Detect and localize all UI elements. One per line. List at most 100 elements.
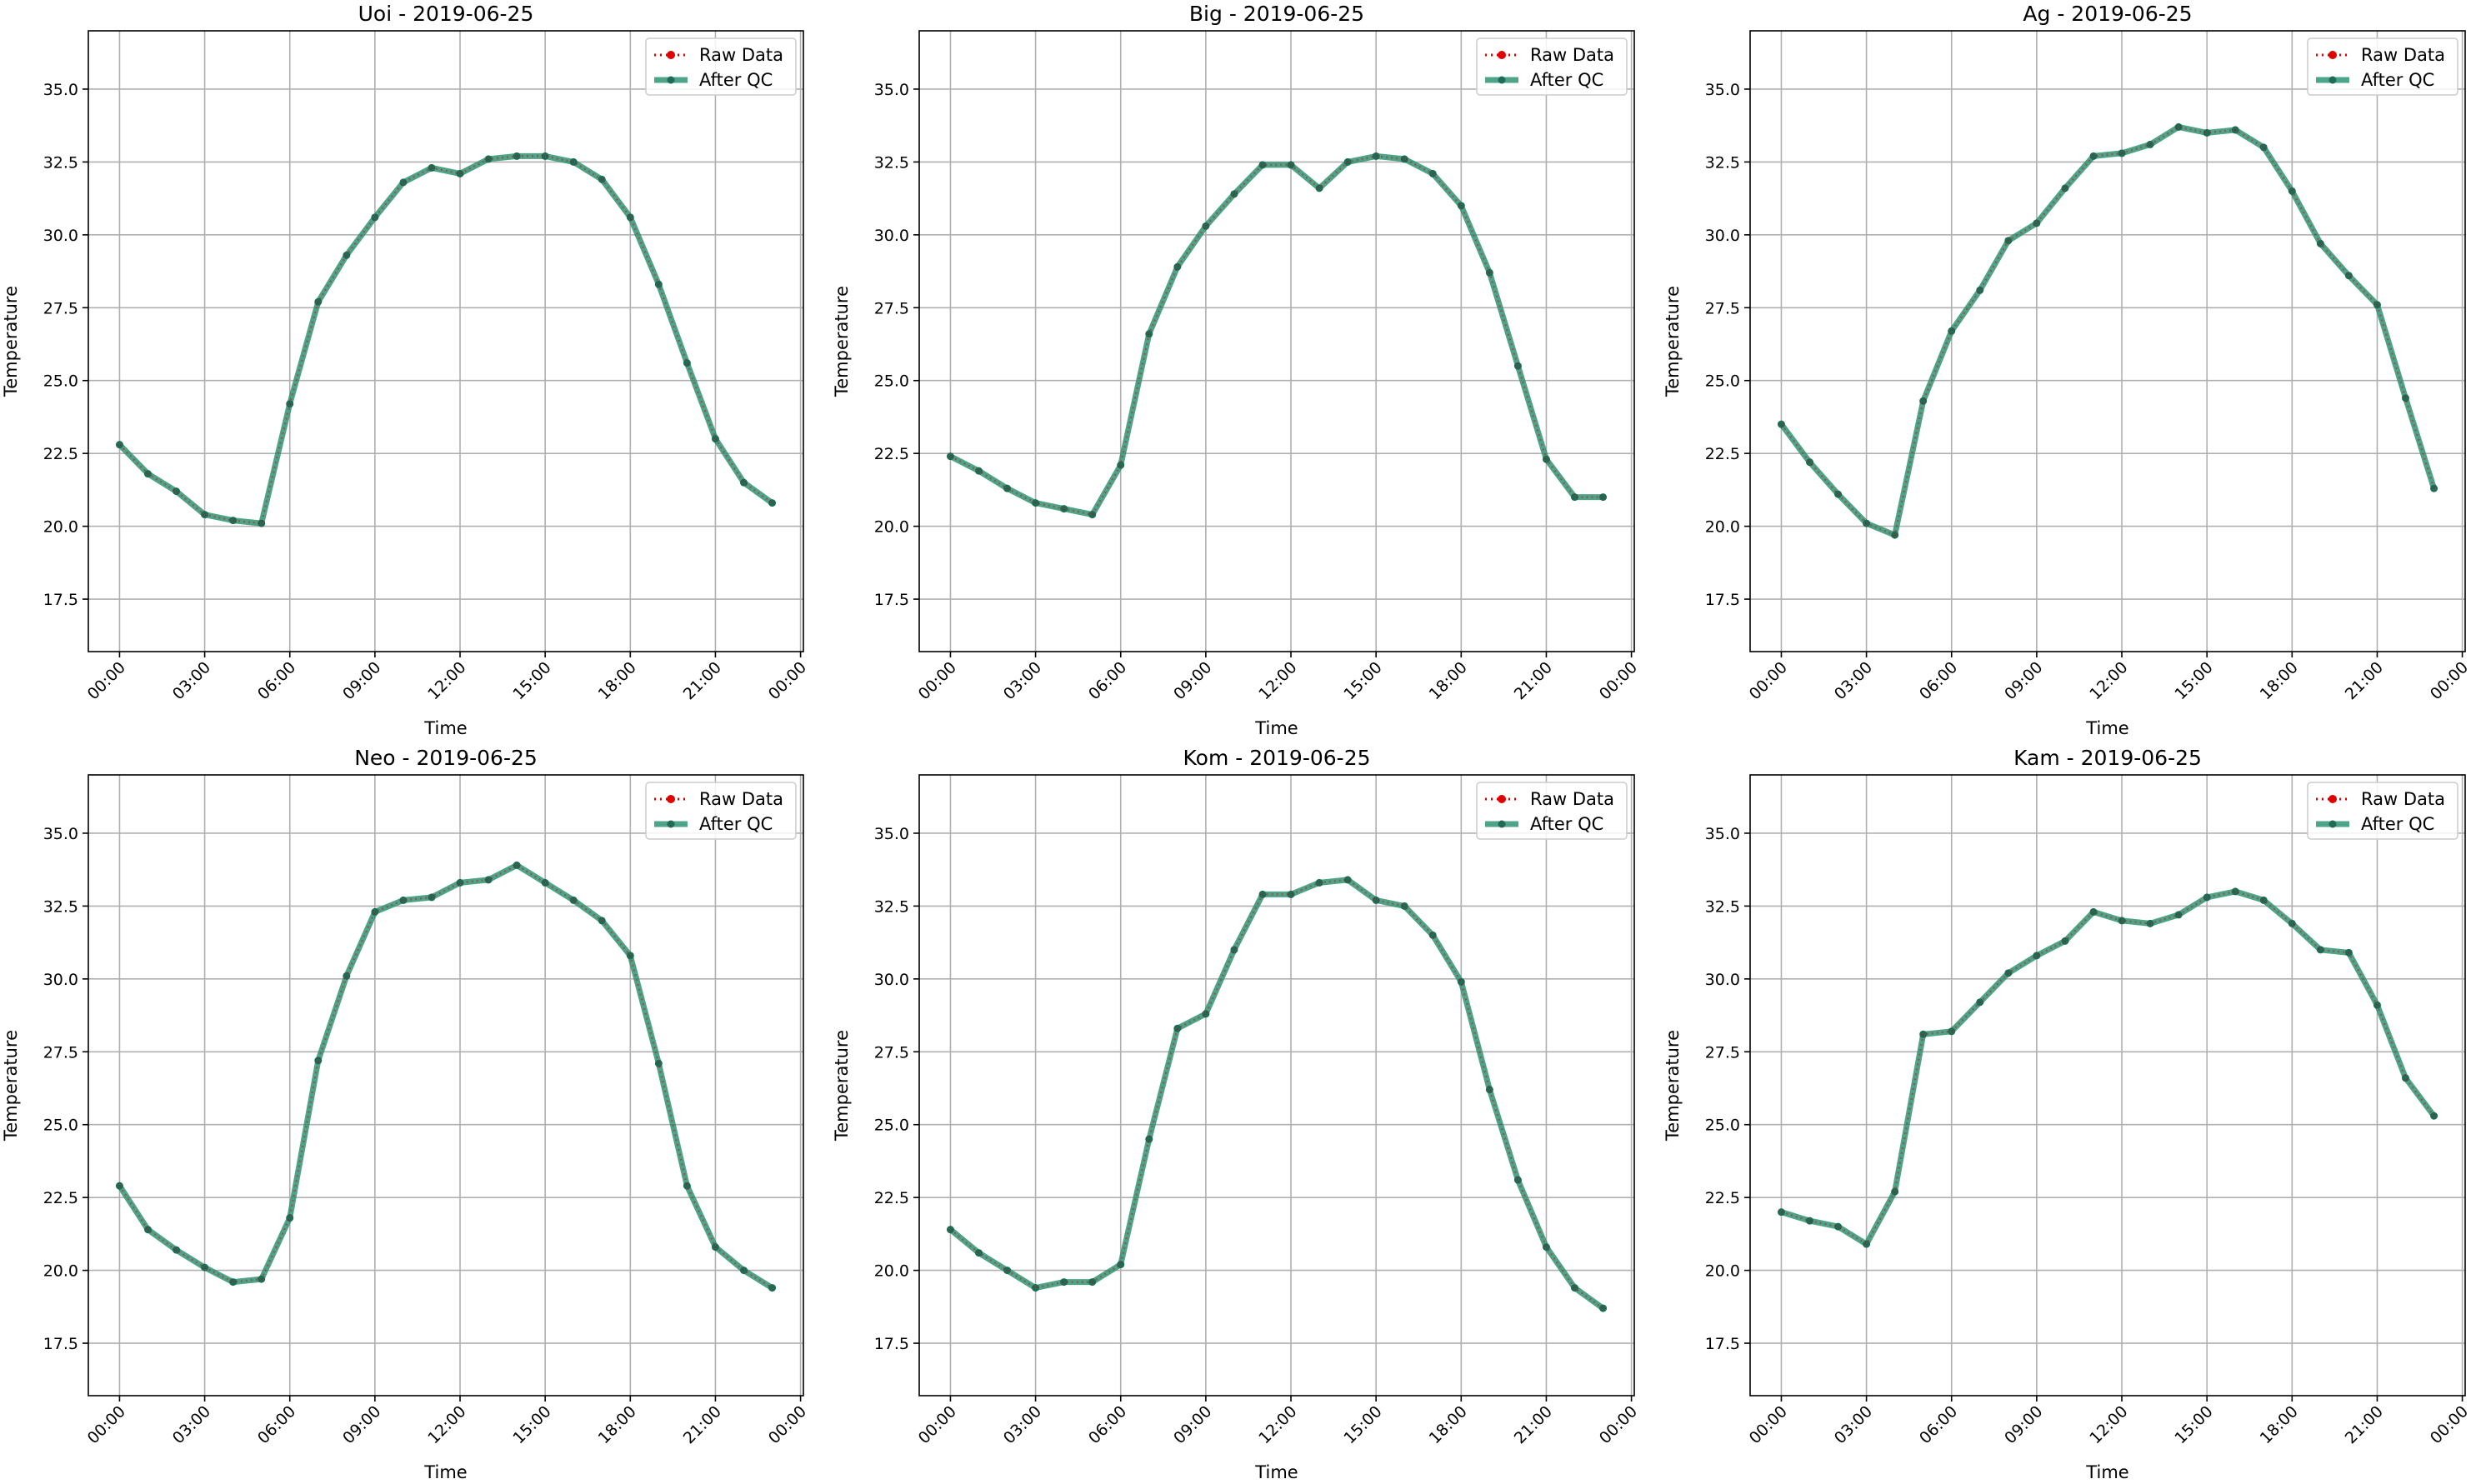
- legend: Raw Data After QC: [1476, 37, 1628, 96]
- x-tick-label: 12:00: [424, 1402, 469, 1447]
- data-point-after-qc: [1060, 505, 1068, 513]
- data-point-after-qc: [1571, 1284, 1578, 1292]
- data-point-after-qc: [1571, 493, 1578, 502]
- chart-title: Big - 2019-06-25: [1189, 2, 1364, 26]
- x-tick-label: 12:00: [2086, 1402, 2131, 1447]
- x-tick-label: 00:00: [765, 1402, 810, 1447]
- data-point-after-qc: [975, 1249, 983, 1257]
- data-point-after-qc: [1599, 493, 1608, 502]
- data-point-after-qc: [144, 1226, 152, 1234]
- axes-frame: [918, 30, 1635, 652]
- y-tick-label: 32.5: [43, 153, 78, 172]
- data-point-after-qc: [2146, 140, 2154, 148]
- data-point-after-qc: [1777, 1208, 1785, 1217]
- y-tick-label: 32.5: [874, 153, 909, 172]
- data-point-after-qc: [740, 1267, 748, 1275]
- x-tick-label: 21:00: [680, 658, 725, 703]
- subplot-5: 17.5 20.0 22.5 25.0 27.5 30.0 32.5 35.0 00:00 03:…: [832, 746, 1641, 1482]
- data-point-after-qc: [1542, 1243, 1550, 1252]
- y-tick-label: 22.5: [874, 1189, 909, 1207]
- series-line-raw-data: [949, 155, 1603, 517]
- x-tick-label: 18:00: [1426, 658, 1471, 703]
- legend-label-after-qc: After QC: [699, 814, 773, 834]
- data-point-after-qc: [201, 511, 209, 519]
- data-point-after-qc: [2203, 128, 2211, 137]
- y-tick-label: 25.0: [43, 372, 78, 391]
- data-point-after-qc: [371, 907, 379, 916]
- data-point-after-qc: [740, 478, 748, 487]
- data-point-after-qc: [2373, 301, 2381, 309]
- y-axis-label: Temperature: [832, 1030, 852, 1142]
- y-axis-label: Temperature: [1663, 286, 1683, 397]
- data-point-after-qc: [2344, 948, 2353, 957]
- y-tick-label: 20.0: [43, 1262, 78, 1281]
- data-point-after-qc: [484, 876, 493, 884]
- data-point-after-qc: [115, 1182, 123, 1190]
- data-point-after-qc: [513, 861, 521, 869]
- data-point-after-qc: [343, 251, 351, 259]
- series-line-raw-data: [949, 878, 1604, 1310]
- x-tick-label: 18:00: [2257, 658, 2302, 703]
- data-point-after-qc: [2402, 394, 2409, 402]
- data-point-after-qc: [626, 213, 634, 222]
- data-point-after-qc: [1343, 876, 1352, 884]
- y-tick-label: 32.5: [43, 897, 78, 916]
- chart-title: Ag - 2019-06-25: [2023, 2, 2192, 26]
- y-axis-label: Temperature: [1, 286, 21, 397]
- data-point-after-qc: [1372, 896, 1380, 904]
- data-point-after-qc: [2231, 887, 2239, 896]
- x-tick-label: 00:00: [915, 1402, 960, 1447]
- x-tick-label: 03:00: [1831, 1402, 1876, 1447]
- data-point-after-qc: [258, 519, 266, 527]
- legend-label-after-qc: After QC: [2361, 70, 2434, 90]
- data-point-after-qc: [286, 1214, 294, 1222]
- data-point-after-qc: [484, 155, 493, 163]
- x-axis-label: Time: [1254, 718, 1298, 738]
- subplot-4: 17.5 20.0 22.5 25.0 27.5 30.0 32.5 35.0 00:00 03:…: [1, 746, 810, 1482]
- legend-label-after-qc: After QC: [1530, 70, 1603, 90]
- y-tick-label: 30.0: [43, 971, 78, 989]
- data-point-after-qc: [768, 499, 777, 507]
- legend-marker-raw-data: [1498, 795, 1506, 803]
- y-tick-label: 25.0: [43, 1117, 78, 1135]
- legend-marker-after-qc: [2328, 820, 2337, 828]
- x-tick-label: 06:00: [254, 658, 299, 703]
- data-point-after-qc: [1863, 519, 1871, 527]
- y-tick-label: 30.0: [874, 971, 909, 989]
- data-point-after-qc: [343, 972, 351, 980]
- data-point-after-qc: [2288, 919, 2296, 927]
- y-tick-label: 35.0: [43, 81, 78, 99]
- data-point-after-qc: [1202, 222, 1210, 230]
- x-axis-label: Time: [423, 1462, 467, 1482]
- y-tick-label: 25.0: [874, 1117, 909, 1135]
- x-axis-label: Time: [2085, 718, 2128, 738]
- data-point-after-qc: [399, 896, 408, 904]
- y-tick-label: 30.0: [1705, 971, 1740, 989]
- y-tick-label: 27.5: [43, 1043, 78, 1062]
- data-point-after-qc: [1948, 1027, 1956, 1036]
- x-tick-label: 00:00: [2427, 1402, 2472, 1447]
- data-point-after-qc: [1032, 499, 1040, 507]
- data-point-after-qc: [286, 400, 294, 408]
- data-point-after-qc: [2259, 143, 2268, 152]
- data-point-after-qc: [1032, 1284, 1040, 1292]
- data-point-after-qc: [1806, 458, 1813, 467]
- y-axis-label: Temperature: [1, 1030, 21, 1142]
- axes-frame: [918, 774, 1635, 1397]
- data-point-after-qc: [456, 169, 464, 177]
- data-point-after-qc: [399, 178, 408, 187]
- data-point-after-qc: [946, 452, 954, 461]
- chart-title: Kom - 2019-06-25: [1183, 746, 1371, 770]
- data-point-after-qc: [1287, 161, 1295, 169]
- x-tick-label: 00:00: [84, 658, 129, 703]
- data-point-after-qc: [1230, 190, 1238, 198]
- data-point-after-qc: [654, 280, 663, 288]
- x-tick-label: 03:00: [1000, 658, 1045, 703]
- data-point-after-qc: [144, 470, 152, 478]
- y-tick-label: 35.0: [1705, 825, 1740, 843]
- series-line-raw-data: [118, 863, 773, 1289]
- y-tick-label: 35.0: [874, 81, 909, 99]
- data-point-after-qc: [626, 952, 634, 960]
- y-tick-label: 30.0: [874, 227, 909, 245]
- data-point-after-qc: [1919, 1030, 1928, 1038]
